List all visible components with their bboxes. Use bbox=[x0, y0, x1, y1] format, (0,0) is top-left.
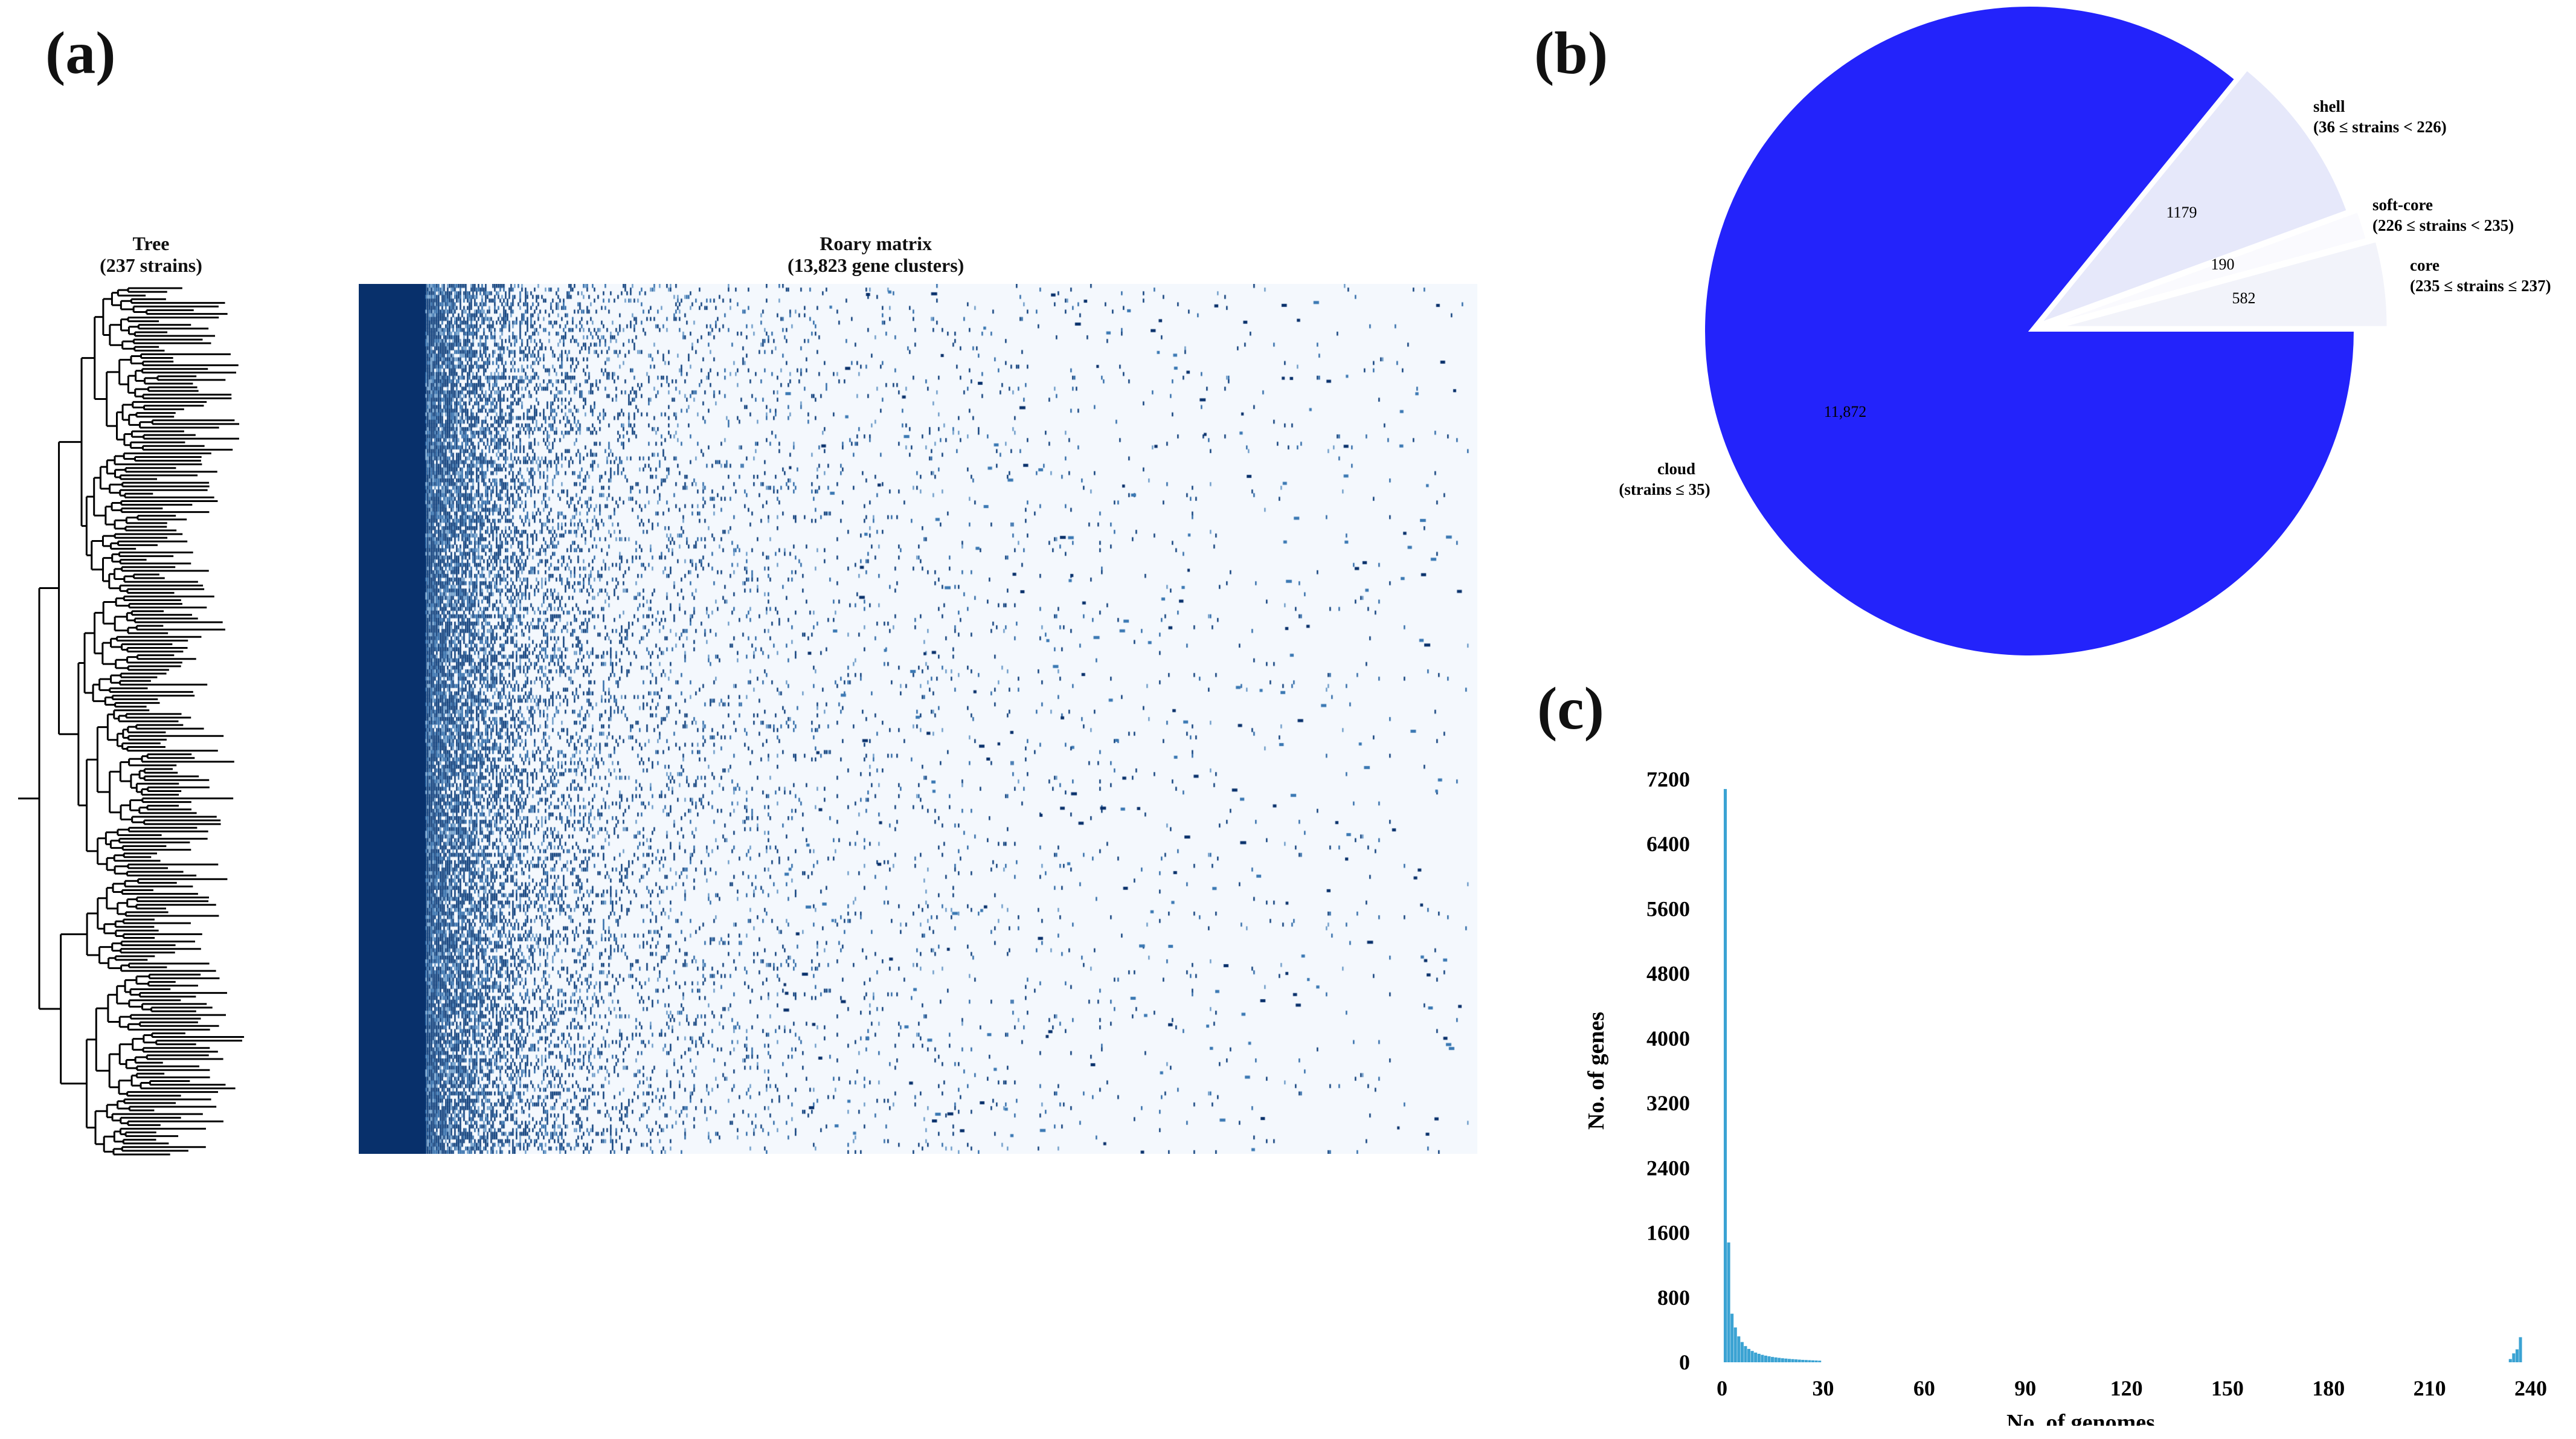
histogram-bar bbox=[1761, 1354, 1764, 1362]
pie-category-label-core: core (235 ≤ strains ≤ 237) bbox=[2410, 256, 2551, 295]
pie-category-name: core bbox=[2410, 256, 2439, 274]
x-tick-label: 180 bbox=[2312, 1376, 2345, 1400]
x-tick-label: 150 bbox=[2211, 1376, 2244, 1400]
panel-label-b: (b) bbox=[1534, 19, 1608, 86]
y-tick-label: 1600 bbox=[1646, 1221, 1690, 1245]
x-axis-label: No. of genomes bbox=[2006, 1410, 2155, 1426]
histogram-bar bbox=[1764, 1356, 1767, 1362]
matrix-subtitle: (13,823 gene clusters) bbox=[787, 254, 965, 276]
histogram-bar bbox=[1804, 1360, 1808, 1362]
y-tick-label: 7200 bbox=[1646, 767, 1690, 791]
histogram-bar bbox=[1757, 1353, 1761, 1362]
pie-value-label-cloud: 11,872 bbox=[1824, 403, 1867, 420]
pie-slice-soft-core bbox=[2052, 211, 2367, 324]
y-tick-label: 3200 bbox=[1646, 1091, 1690, 1115]
pie-slice-cloud bbox=[1704, 5, 2356, 657]
histogram-bar bbox=[1811, 1360, 1815, 1362]
panel-label-a: (a) bbox=[45, 19, 116, 86]
histogram-bar bbox=[1747, 1348, 1751, 1362]
histogram-bar bbox=[1781, 1358, 1784, 1362]
x-tick-label: 60 bbox=[1913, 1376, 1935, 1400]
pie-chart: 11,872 cloud (strains ≤ 35) 1179 shell (36 ≤ … bbox=[1619, 5, 2551, 657]
histogram-bar bbox=[1794, 1359, 1798, 1362]
tree-title-block: Tree (237 strains) bbox=[66, 233, 236, 276]
histogram-bar bbox=[1744, 1346, 1747, 1362]
pie-category-range: (226 ≤ strains < 235) bbox=[2372, 216, 2514, 234]
pie-category-name: soft-core bbox=[2372, 196, 2433, 214]
histogram-bar bbox=[1784, 1358, 1788, 1362]
roary-matrix-heatmap bbox=[359, 284, 1477, 1154]
phylogenetic-tree bbox=[18, 287, 245, 1156]
histogram-bar bbox=[1774, 1357, 1778, 1362]
pie-category-name: cloud bbox=[1657, 460, 1695, 478]
histogram-bar bbox=[1814, 1360, 1818, 1362]
y-tick-label: 4000 bbox=[1646, 1026, 1690, 1051]
y-tick-label: 4800 bbox=[1646, 962, 1690, 986]
y-axis-label: No. of genes bbox=[1584, 1012, 1609, 1130]
y-tick-label: 6400 bbox=[1646, 832, 1690, 856]
pie-slice-shell bbox=[2040, 69, 2348, 324]
matrix-title-block: Roary matrix (13,823 gene clusters) bbox=[695, 233, 1057, 276]
matrix-title: Roary matrix bbox=[820, 233, 932, 254]
histogram-bar bbox=[1778, 1357, 1781, 1362]
pie-category-label-shell: shell (36 ≤ strains < 226) bbox=[2313, 97, 2447, 136]
histogram-bar bbox=[2519, 1337, 2522, 1362]
pie-value-label-soft-core: 190 bbox=[2211, 256, 2235, 273]
x-tick-label: 240 bbox=[2514, 1376, 2547, 1400]
histogram-bar bbox=[1767, 1356, 1771, 1362]
histogram-bar bbox=[1818, 1360, 1822, 1362]
pie-category-name: shell bbox=[2313, 97, 2345, 115]
histogram-bar bbox=[1787, 1359, 1791, 1362]
histogram-bar bbox=[1740, 1342, 1744, 1362]
pie-category-label-cloud: cloud (strains ≤ 35) bbox=[1619, 460, 1710, 498]
y-tick-label: 5600 bbox=[1646, 897, 1690, 921]
pie-category-range: (36 ≤ strains < 226) bbox=[2313, 118, 2447, 136]
histogram-bar bbox=[2512, 1353, 2516, 1362]
y-tick-label: 2400 bbox=[1646, 1156, 1690, 1180]
x-tick-label: 30 bbox=[1813, 1376, 1834, 1400]
histogram-bar bbox=[2515, 1349, 2519, 1362]
histogram-bar bbox=[1733, 1327, 1737, 1362]
pie-value-label-shell: 1179 bbox=[2166, 204, 2197, 221]
pie-value-label-core: 582 bbox=[2232, 289, 2256, 307]
histogram-bar bbox=[1808, 1360, 1811, 1362]
histogram-bar bbox=[1801, 1359, 1805, 1362]
histogram-bar bbox=[1723, 789, 1727, 1362]
pie-slice-core bbox=[2062, 240, 2388, 327]
histogram-bar bbox=[1771, 1357, 1775, 1362]
histogram-bar bbox=[1750, 1351, 1754, 1362]
histogram-bar bbox=[1730, 1313, 1734, 1362]
pie-category-label-soft-core: soft-core (226 ≤ strains < 235) bbox=[2372, 196, 2514, 234]
x-tick-label: 120 bbox=[2110, 1376, 2143, 1400]
histogram-bar bbox=[1754, 1352, 1758, 1362]
histogram-bar bbox=[1797, 1359, 1801, 1362]
histogram-bar bbox=[1791, 1359, 1794, 1362]
y-tick-label: 800 bbox=[1657, 1286, 1690, 1310]
x-tick-label: 0 bbox=[1717, 1376, 1727, 1400]
histogram-bar bbox=[1727, 1242, 1730, 1362]
x-tick-label: 210 bbox=[2414, 1376, 2446, 1400]
tree-title: Tree bbox=[132, 233, 170, 254]
pie-category-range: (235 ≤ strains ≤ 237) bbox=[2410, 277, 2551, 295]
histogram-bar bbox=[1737, 1336, 1741, 1362]
histogram-chart: 0 800 1600 2400 3200 4000 4800 5600 6400 7200 0 30 6… bbox=[1584, 767, 2547, 1426]
pie-category-range: (strains ≤ 35) bbox=[1619, 480, 1710, 498]
x-tick-label: 90 bbox=[2014, 1376, 2036, 1400]
histogram-bar bbox=[2508, 1359, 2512, 1362]
tree-subtitle: (237 strains) bbox=[100, 254, 202, 276]
panel-label-c: (c) bbox=[1537, 675, 1604, 742]
y-tick-label: 0 bbox=[1679, 1350, 1690, 1374]
